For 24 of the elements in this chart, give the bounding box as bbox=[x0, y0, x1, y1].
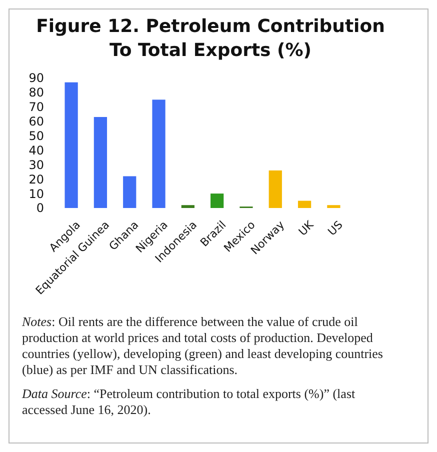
bar bbox=[123, 176, 136, 208]
x-tick-label: US bbox=[325, 218, 346, 238]
y-tick-label: 60 bbox=[28, 114, 44, 129]
bar bbox=[268, 170, 282, 208]
y-tick-label: 10 bbox=[28, 186, 44, 201]
y-tick-label: 20 bbox=[28, 172, 44, 186]
bar bbox=[327, 205, 340, 208]
bar bbox=[64, 82, 78, 208]
y-tick-label: 90 bbox=[28, 71, 44, 86]
y-tick-label: 80 bbox=[28, 86, 44, 100]
y-tick-label: 30 bbox=[28, 158, 44, 172]
y-tick-label: 70 bbox=[28, 100, 44, 114]
chart-title: Figure 12. Petroleum Contribution To Total Exports (%) bbox=[36, 16, 385, 61]
bar bbox=[94, 117, 108, 208]
x-tick-label: UK bbox=[296, 218, 317, 238]
bar bbox=[152, 100, 166, 208]
y-tick-label: 40 bbox=[28, 143, 44, 158]
bar bbox=[298, 200, 312, 208]
text: Notes: Oil rents are the difference between the value of crude oil production at world prices and total costs of production. Developed countries (yellow), developing (green) and least developing countries (blue) as per IMF and UN classifications. bbox=[21, 314, 383, 377]
y-tick-label: 0 bbox=[36, 201, 44, 216]
y-tick-label: 50 bbox=[28, 128, 44, 143]
source-note: Data Source: “Petroleum contribution to total exports (%)” (last accessed June 16, 2020). bbox=[21, 386, 356, 417]
bar bbox=[210, 194, 224, 208]
bar bbox=[181, 205, 194, 208]
